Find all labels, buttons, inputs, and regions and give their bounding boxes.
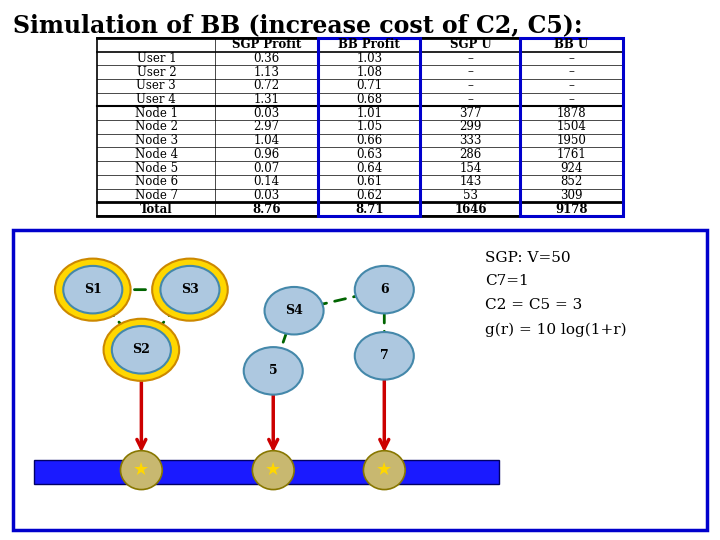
Text: S2: S2 [132,343,150,356]
Text: SGP: V=50
C7=1
C2 = C5 = 3
g(r) = 10 log(1+r): SGP: V=50 C7=1 C2 = C5 = 3 g(r) = 10 log… [485,251,626,337]
Ellipse shape [264,287,323,334]
Ellipse shape [355,266,414,313]
Text: 333: 333 [459,134,482,147]
Text: Node 1: Node 1 [135,107,178,120]
Text: 1646: 1646 [454,202,487,215]
Text: 1.13: 1.13 [253,65,279,78]
Bar [97,38,623,216]
Text: –: – [569,65,575,78]
Text: Node 3: Node 3 [135,134,178,147]
Text: S3: S3 [181,283,199,296]
Text: Total: Total [140,202,173,215]
Text: 0.07: 0.07 [253,161,280,174]
Text: 0.66: 0.66 [356,134,382,147]
Text: 6: 6 [380,283,389,296]
Text: –: – [569,79,575,92]
Ellipse shape [355,332,414,380]
Text: User 3: User 3 [137,79,176,92]
Text: 309: 309 [560,189,582,202]
Text: –: – [569,93,575,106]
Ellipse shape [161,266,220,313]
Text: 0.36: 0.36 [253,52,280,65]
Text: 0.72: 0.72 [253,79,280,92]
Text: 286: 286 [459,148,482,161]
Text: 1.03: 1.03 [356,52,382,65]
Ellipse shape [63,266,122,313]
Text: 1878: 1878 [557,107,586,120]
Text: S1: S1 [84,283,102,296]
Bar [34,460,499,484]
Text: –: – [467,52,473,65]
Text: SGP U̅: SGP U̅ [449,38,491,51]
Text: 1.31: 1.31 [253,93,279,106]
Text: 1.05: 1.05 [356,120,382,133]
Text: User 4: User 4 [137,93,176,106]
Text: SGP Profit: SGP Profit [232,38,302,51]
Text: S4: S4 [285,304,303,317]
Text: 143: 143 [459,176,482,188]
Text: –: – [569,52,575,65]
Text: BB U̅: BB U̅ [554,38,589,51]
Text: 852: 852 [560,176,582,188]
Text: 0.96: 0.96 [253,148,280,161]
Text: User 2: User 2 [137,65,176,78]
Text: Simulation of BB (increase cost of C2, C5):: Simulation of BB (increase cost of C2, C… [13,14,582,37]
Ellipse shape [55,259,130,321]
Ellipse shape [112,326,171,374]
Text: –: – [467,93,473,106]
Text: –: – [467,79,473,92]
Ellipse shape [120,451,162,490]
Bar [13,230,707,530]
Text: ★: ★ [265,461,282,479]
Text: 0.71: 0.71 [356,79,382,92]
Text: 1.01: 1.01 [356,107,382,120]
Text: 0.68: 0.68 [356,93,382,106]
Ellipse shape [152,259,228,321]
Ellipse shape [243,347,302,395]
Text: ★: ★ [377,461,392,479]
Bar [318,38,420,216]
Text: 0.03: 0.03 [253,189,280,202]
Ellipse shape [364,451,405,490]
Text: Node 4: Node 4 [135,148,178,161]
Text: User 1: User 1 [137,52,176,65]
Text: 1950: 1950 [557,134,587,147]
Text: 1.04: 1.04 [253,134,280,147]
Text: ★: ★ [133,461,150,479]
Text: Node 7: Node 7 [135,189,178,202]
Text: 8.71: 8.71 [355,202,384,215]
Text: 8.76: 8.76 [253,202,281,215]
Bar [521,38,623,216]
Text: 0.62: 0.62 [356,189,382,202]
Text: 0.64: 0.64 [356,161,382,174]
Text: 924: 924 [560,161,582,174]
Text: Node 2: Node 2 [135,120,178,133]
Text: 0.03: 0.03 [253,107,280,120]
Text: 2.97: 2.97 [253,120,280,133]
Text: 154: 154 [459,161,482,174]
Text: 0.61: 0.61 [356,176,382,188]
Text: 1761: 1761 [557,148,586,161]
Text: 0.14: 0.14 [253,176,280,188]
Text: –: – [467,65,473,78]
Text: 299: 299 [459,120,482,133]
Text: Node 6: Node 6 [135,176,178,188]
Text: 0.63: 0.63 [356,148,382,161]
Text: BB Profit: BB Profit [338,38,400,51]
Text: 53: 53 [463,189,478,202]
Ellipse shape [104,319,179,381]
Text: 7: 7 [380,349,389,362]
Text: 9178: 9178 [555,202,588,215]
Text: Node 5: Node 5 [135,161,178,174]
Text: 377: 377 [459,107,482,120]
Ellipse shape [253,451,294,490]
Text: 5: 5 [269,364,277,377]
Text: 1504: 1504 [557,120,587,133]
Text: 1.08: 1.08 [356,65,382,78]
